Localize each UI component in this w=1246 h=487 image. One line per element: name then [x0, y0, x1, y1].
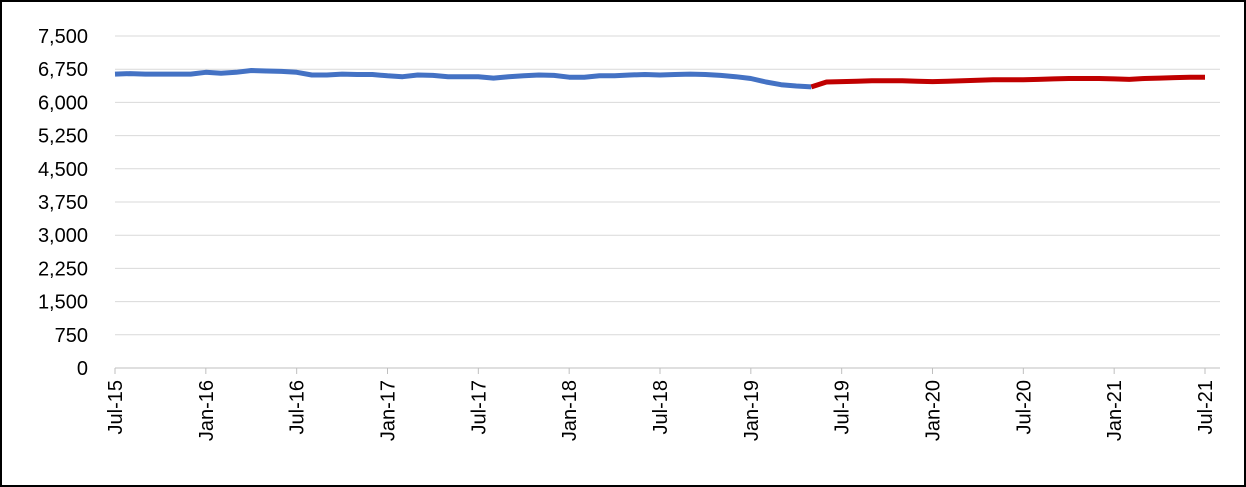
- y-tick-label: 3,750: [38, 192, 88, 214]
- x-tick-label: Jul-18: [650, 380, 672, 434]
- x-tick-label: Jul-17: [468, 380, 490, 434]
- y-tick-label: 4,500: [38, 159, 88, 181]
- x-tick-label: Jul-16: [287, 380, 309, 434]
- y-tick-label: 0: [77, 358, 88, 380]
- y-tick-label: 2,250: [38, 258, 88, 280]
- series-line: [114, 68, 812, 90]
- series-line: [810, 74, 1205, 90]
- x-tick-label: Jul-19: [832, 380, 854, 434]
- x-tick-label: Jan-20: [923, 380, 945, 441]
- x-tick-label: Jan-17: [378, 380, 400, 441]
- y-tick-label: 7,500: [38, 26, 88, 48]
- x-tick-label: Jan-21: [1104, 380, 1126, 441]
- x-tick-label: Jan-19: [741, 380, 763, 441]
- y-tick-label: 6,750: [38, 59, 88, 81]
- x-tick-label: Jan-16: [196, 380, 218, 441]
- x-tick-label: Jan-18: [559, 380, 581, 441]
- y-tick-label: 6,000: [38, 92, 88, 114]
- y-tick-label: 750: [55, 325, 88, 347]
- y-tick-label: 1,500: [38, 292, 88, 314]
- x-tick-label: Jul-21: [1195, 380, 1217, 434]
- y-tick-label: 3,000: [38, 225, 88, 247]
- x-tick-label: Jul-15: [105, 380, 127, 434]
- x-tick-label: Jul-20: [1013, 380, 1035, 434]
- y-tick-label: 5,250: [38, 126, 88, 148]
